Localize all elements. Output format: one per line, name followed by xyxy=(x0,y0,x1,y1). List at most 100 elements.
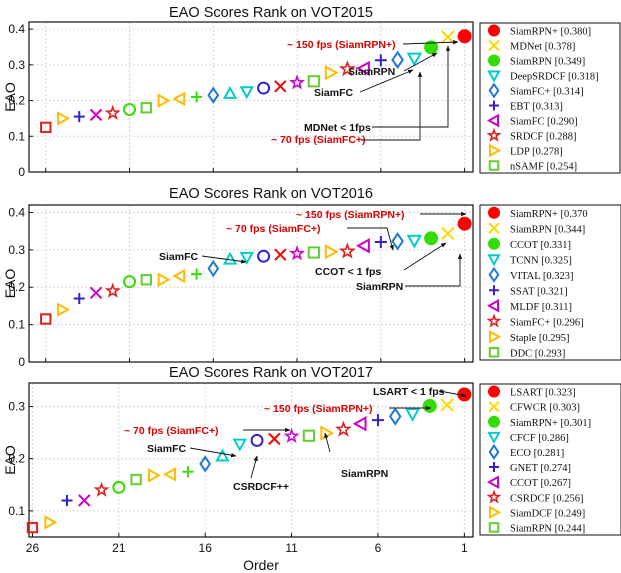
data-point-rank-15 xyxy=(222,85,238,99)
x-tick-label: 16 xyxy=(199,541,213,555)
legend-entry: SiamRPN [0.344] xyxy=(510,224,585,235)
legend: SiamRPN+ [0.380] MDNet [0.378] SiamRPN [0.… xyxy=(479,22,621,174)
y-tick-label: 0.2 xyxy=(8,280,25,294)
annotation-arrow xyxy=(250,455,258,479)
legend-marker-7 xyxy=(486,113,499,128)
y-axis-label: EAO xyxy=(2,445,18,475)
legend-marker-6 xyxy=(489,462,499,473)
legend-entry: SiamRPN+ [0.301] xyxy=(510,418,591,429)
chart-title: EAO Scores Rank on VOT2017 xyxy=(169,365,373,381)
annotation-arrow xyxy=(189,447,237,458)
data-point-rank-26 xyxy=(26,521,39,534)
data-point-rank-10 xyxy=(302,429,315,442)
legend-entry: SiamFC [0.290] xyxy=(510,117,578,128)
legend-entry: MDNet [0.378] xyxy=(510,42,575,53)
legend-marker-2 xyxy=(488,400,500,413)
annotation-arrow xyxy=(402,40,459,45)
annotation-arrow xyxy=(405,253,463,287)
plot-frame xyxy=(28,21,474,173)
annotation-label: ~ 150 fps (SiamRPN+) xyxy=(264,403,373,415)
legend-entry: LDP [0.278] xyxy=(510,147,563,158)
legend-marker-9 xyxy=(489,143,502,158)
legend-marker-8 xyxy=(486,127,502,142)
legend-marker-4 xyxy=(487,254,501,267)
legend-marker-3 xyxy=(488,415,500,428)
annotation-label: ~ 150 fps (SiamRPN+) xyxy=(296,209,405,221)
legend-marker-8 xyxy=(486,313,502,328)
legend-entry: LSART [0.323] xyxy=(510,388,576,399)
data-point-rank-23 xyxy=(89,108,103,122)
legend-marker-10 xyxy=(488,160,500,171)
x-tick-label: 26 xyxy=(26,541,40,555)
data-point-rank-7 xyxy=(352,416,367,432)
data-point-rank-4 xyxy=(406,234,423,249)
data-point-rank-4 xyxy=(404,408,421,422)
y-tick-label: 0.3 xyxy=(8,243,25,257)
data-point-rank-4 xyxy=(406,52,423,67)
y-tick-label: 0.3 xyxy=(8,399,25,413)
legend-marker-8 xyxy=(486,489,502,504)
data-point-rank-25 xyxy=(57,111,71,126)
legend-entry: ECO [0.281] xyxy=(510,448,564,459)
data-point-rank-25 xyxy=(44,515,58,530)
data-point-rank-17 xyxy=(191,268,203,280)
data-point-rank-19 xyxy=(147,468,161,483)
legend-entry: DDC [0.293] xyxy=(510,348,565,359)
legend-marker-4 xyxy=(487,70,501,83)
data-point-rank-16 xyxy=(199,455,212,473)
legend-marker-7 xyxy=(486,475,499,489)
annotation-arrow xyxy=(201,255,247,264)
data-point-rank-9 xyxy=(320,425,335,441)
plot-frame xyxy=(28,382,474,538)
annotation-label: SiamRPN xyxy=(341,468,388,480)
legend-marker-6 xyxy=(489,285,499,296)
legend-entry: CCOT [0.267] xyxy=(510,478,571,489)
data-point-rank-8 xyxy=(334,420,352,437)
legend-box xyxy=(479,22,621,174)
data-point-rank-16 xyxy=(207,259,220,278)
legend-marker-2 xyxy=(488,39,500,52)
y-tick-label: 0 xyxy=(18,165,25,179)
data-point-rank-7 xyxy=(356,238,370,254)
legend: LSART [0.323] CFWCR [0.303] SiamRPN+ [0.30… xyxy=(479,383,621,536)
data-point-rank-11 xyxy=(283,427,300,444)
data-point-rank-22 xyxy=(93,481,110,497)
data-point-rank-16 xyxy=(207,86,220,104)
legend-entry: SiamRPN+ [0.370 xyxy=(510,209,588,220)
annotation-label: ~ 70 fps (SiamFC+) xyxy=(226,223,321,235)
data-point-rank-12 xyxy=(274,80,287,93)
y-tick-label: 0.1 xyxy=(8,504,25,518)
data-point-rank-1 xyxy=(457,29,472,44)
legend-entry: SiamFC+ [0.314] xyxy=(510,87,584,98)
legend-entry: CCOT [0.331] xyxy=(510,240,571,251)
data-point-rank-2 xyxy=(441,30,455,44)
annotation-arrow xyxy=(403,242,447,271)
plot-frame xyxy=(28,204,474,363)
data-point-rank-17 xyxy=(182,466,194,478)
data-point-rank-19 xyxy=(157,93,171,108)
x-tick-label: 1 xyxy=(461,541,468,555)
legend-entry: nSAMF [0.254] xyxy=(510,162,577,173)
x-axis-label: Order xyxy=(243,557,279,573)
data-point-rank-11 xyxy=(289,245,306,261)
data-point-rank-8 xyxy=(338,242,356,259)
legend-box xyxy=(479,383,621,536)
annotation-label: LSART < 1 fps xyxy=(373,386,445,398)
legend-marker-5 xyxy=(488,82,500,99)
legend-entry: TCNN [0.325] xyxy=(510,255,572,266)
data-point-rank-20 xyxy=(140,102,152,114)
legend-entry: SiamRPN+ [0.380] xyxy=(510,27,591,38)
data-point-rank-6 xyxy=(374,54,387,67)
data-point-rank-10 xyxy=(307,75,320,88)
chart-title: EAO Scores Rank on VOT2015 xyxy=(169,5,373,21)
legend-marker-9 xyxy=(489,330,502,344)
y-tick-label: 0.1 xyxy=(8,129,25,143)
data-point-rank-14 xyxy=(239,86,255,100)
data-point-rank-22 xyxy=(104,104,121,120)
legend-entry: MLDF [0.311] xyxy=(510,302,572,313)
y-tick-label: 0.3 xyxy=(8,58,25,72)
annotation-arrow xyxy=(403,52,438,72)
legend-entry: SiamFC+ [0.296] xyxy=(510,317,584,328)
chart-title: EAO Scores Rank on VOT2016 xyxy=(169,186,373,202)
